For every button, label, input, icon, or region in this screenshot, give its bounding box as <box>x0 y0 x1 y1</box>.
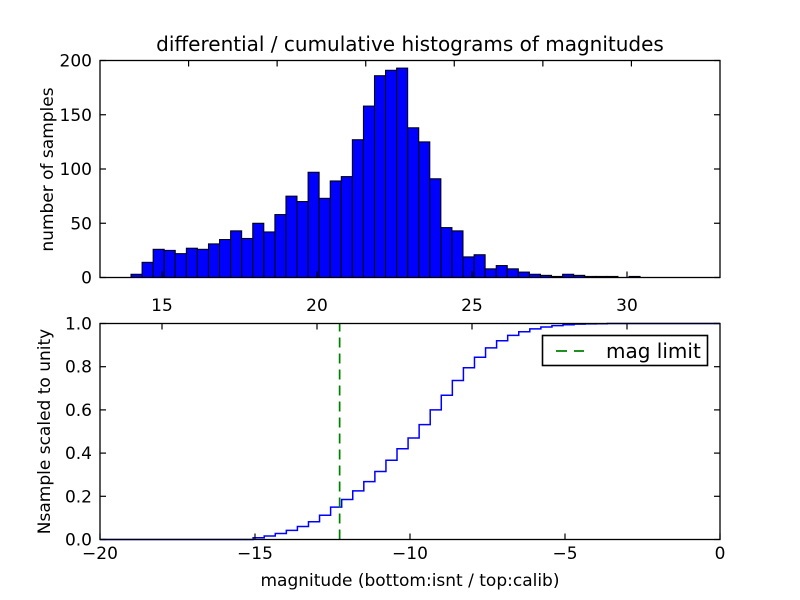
histogram-bar <box>296 201 309 278</box>
histogram-bar <box>163 249 176 279</box>
histogram-bar <box>429 178 442 278</box>
x-tick-label: 20 <box>306 296 328 316</box>
histogram-bar <box>362 105 375 278</box>
histogram-bar <box>473 254 486 279</box>
histogram-bar <box>373 75 387 278</box>
x-tick-label: −20 <box>82 544 118 564</box>
histogram-bar <box>440 227 453 278</box>
y-tick-label: 100 <box>60 160 92 180</box>
legend-box <box>541 334 709 367</box>
histogram-bar <box>385 69 398 278</box>
y-tick-label: 0.2 <box>65 487 92 507</box>
legend-label: mag limit <box>606 339 701 363</box>
y-tick-label: 50 <box>70 214 92 234</box>
x-axis-label: magnitude (bottom:isnt / top:calib) <box>261 571 560 591</box>
chart-layer: 15 20 25 30 0 50 100 150 200 −20 −15 −10 −5 0 0.0 0.2 0.… <box>60 52 726 565</box>
top-y-axis-label: number of samples <box>38 87 58 251</box>
histogram-bar <box>329 180 342 278</box>
x-tick-label: 15 <box>151 296 173 316</box>
histogram-bar <box>285 195 298 279</box>
histogram-bar <box>230 230 243 278</box>
histogram-bar <box>484 268 497 279</box>
histogram-bar <box>517 271 530 279</box>
x-tick-label: 25 <box>461 296 483 316</box>
histogram-bar <box>506 268 519 279</box>
x-tick-label: 0 <box>715 544 726 564</box>
histogram-bar <box>307 171 320 278</box>
histogram-bar <box>340 176 353 278</box>
histogram-bar <box>263 231 276 278</box>
x-tick-label: −10 <box>392 544 428 564</box>
plot-title: differential / cumulative histograms of … <box>156 32 664 56</box>
histogram-bar <box>495 265 508 278</box>
y-tick-label: 150 <box>60 106 92 126</box>
histogram-bar <box>174 253 187 279</box>
histogram-bar <box>207 243 221 278</box>
histogram-bar <box>196 248 209 278</box>
y-tick-label: 0.6 <box>65 401 92 421</box>
histogram-bar <box>351 139 364 278</box>
y-tick-label: 200 <box>60 52 92 72</box>
y-tick-label: 0.4 <box>65 444 92 464</box>
y-tick-label: 0.8 <box>65 358 92 378</box>
histogram-bar <box>185 247 198 278</box>
histogram-bars <box>130 67 641 279</box>
histogram-bar <box>141 261 154 278</box>
bottom-y-axis-label: Nsample scaled to unity <box>35 329 55 534</box>
cdf-curve <box>100 322 720 541</box>
histogram-bar <box>451 230 464 278</box>
histogram-bar <box>274 214 287 279</box>
histogram-bar <box>318 197 331 278</box>
x-tick-label: −5 <box>552 544 577 564</box>
x-tick-label: −15 <box>237 544 273 564</box>
y-tick-label: 0 <box>81 269 92 289</box>
y-tick-label: 0.0 <box>65 531 92 551</box>
x-tick-label: 30 <box>616 296 638 316</box>
axes-frame <box>99 59 721 279</box>
histogram-bar <box>219 239 232 278</box>
histogram-bar <box>418 141 431 279</box>
histogram-bar <box>396 67 409 278</box>
axes-frame <box>99 322 721 541</box>
histogram-bar <box>252 222 265 278</box>
histogram-bar <box>241 237 254 279</box>
histogram-bar <box>407 127 420 278</box>
y-tick-label: 1.0 <box>65 315 92 335</box>
